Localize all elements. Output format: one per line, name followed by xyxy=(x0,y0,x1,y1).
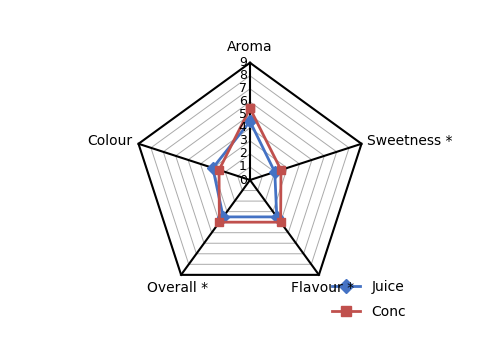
Text: 5: 5 xyxy=(238,108,246,121)
Text: Overall *: Overall * xyxy=(146,281,208,295)
Text: 6: 6 xyxy=(239,95,246,108)
Text: Flavour *: Flavour * xyxy=(292,281,354,295)
Text: 0: 0 xyxy=(238,174,246,187)
Text: Aroma: Aroma xyxy=(227,40,273,54)
Text: Colour: Colour xyxy=(87,134,132,148)
Legend: Juice, Conc: Juice, Conc xyxy=(332,280,406,319)
Text: 4: 4 xyxy=(239,121,246,134)
Text: 1: 1 xyxy=(239,160,246,174)
Text: Sweetness *: Sweetness * xyxy=(366,134,452,148)
Text: 9: 9 xyxy=(239,56,246,69)
Text: 3: 3 xyxy=(239,134,246,147)
Text: 7: 7 xyxy=(238,82,246,95)
Text: 2: 2 xyxy=(239,147,246,160)
Text: 8: 8 xyxy=(238,69,246,82)
